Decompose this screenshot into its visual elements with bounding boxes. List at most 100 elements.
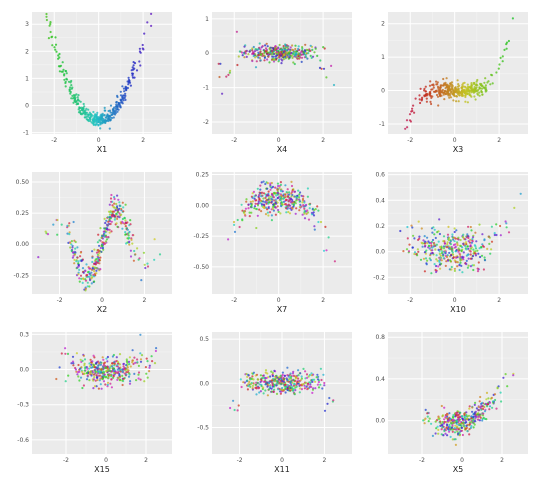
data-point bbox=[421, 96, 424, 99]
data-point bbox=[148, 370, 151, 373]
data-point bbox=[477, 88, 480, 92]
data-point bbox=[484, 84, 487, 87]
data-point bbox=[272, 390, 275, 393]
data-point bbox=[306, 187, 309, 190]
data-point bbox=[302, 51, 305, 54]
data-point bbox=[124, 98, 127, 101]
data-point bbox=[319, 220, 323, 224]
data-point bbox=[121, 227, 124, 230]
data-point bbox=[261, 376, 264, 380]
plot-background bbox=[388, 12, 528, 134]
y-tick-label: 0.0 bbox=[375, 418, 385, 425]
data-point bbox=[138, 47, 141, 50]
y-tick-label: 0.4 bbox=[375, 376, 385, 383]
scatter-panel-x4: -2 0 2 -2 -1 0 1 X4 bbox=[190, 8, 362, 158]
data-point bbox=[438, 259, 441, 262]
data-point bbox=[440, 433, 443, 436]
data-point bbox=[470, 425, 473, 428]
data-point bbox=[303, 49, 306, 52]
data-point bbox=[97, 374, 100, 377]
data-point bbox=[413, 237, 416, 240]
data-point bbox=[243, 56, 246, 59]
data-point bbox=[470, 82, 473, 85]
data-point bbox=[479, 406, 482, 409]
data-point bbox=[260, 195, 263, 198]
data-point bbox=[490, 225, 493, 228]
data-point bbox=[104, 367, 107, 370]
data-point bbox=[316, 54, 319, 58]
data-point bbox=[288, 376, 291, 379]
data-point bbox=[116, 110, 119, 113]
data-point bbox=[267, 388, 270, 391]
data-point bbox=[280, 203, 283, 206]
data-point bbox=[436, 425, 439, 428]
data-point bbox=[465, 424, 468, 427]
data-point bbox=[413, 252, 416, 256]
data-point bbox=[458, 268, 461, 272]
data-point bbox=[479, 414, 482, 417]
y-tick-label: 0 bbox=[25, 103, 29, 110]
data-point bbox=[47, 37, 51, 40]
data-point bbox=[290, 192, 293, 195]
data-point bbox=[435, 93, 439, 97]
data-point bbox=[501, 55, 504, 58]
data-point bbox=[289, 207, 292, 210]
data-point bbox=[290, 375, 293, 378]
data-point bbox=[285, 55, 289, 59]
data-point bbox=[127, 369, 130, 372]
data-point bbox=[283, 374, 286, 377]
data-point bbox=[88, 272, 91, 275]
data-point bbox=[408, 119, 412, 122]
data-point bbox=[418, 237, 421, 240]
data-point bbox=[280, 58, 283, 61]
data-point bbox=[117, 376, 120, 379]
data-point bbox=[459, 422, 462, 426]
data-point bbox=[467, 414, 471, 417]
data-point bbox=[80, 277, 83, 280]
data-point bbox=[453, 259, 456, 262]
y-tick-label: 0.25 bbox=[196, 171, 210, 178]
data-point bbox=[495, 233, 498, 237]
data-point bbox=[133, 62, 137, 65]
data-point bbox=[263, 54, 266, 57]
data-point bbox=[406, 225, 409, 229]
data-point bbox=[325, 76, 328, 79]
data-point bbox=[481, 93, 484, 96]
data-point bbox=[474, 420, 477, 423]
data-point bbox=[474, 410, 477, 413]
data-point bbox=[139, 378, 142, 381]
data-point bbox=[141, 43, 144, 47]
data-point bbox=[421, 242, 424, 245]
y-tick-label: 1 bbox=[381, 54, 385, 61]
data-point bbox=[459, 411, 462, 414]
data-point bbox=[158, 253, 162, 256]
data-point bbox=[85, 366, 88, 369]
data-point bbox=[72, 220, 75, 224]
data-point bbox=[94, 113, 97, 116]
data-point bbox=[88, 362, 91, 365]
data-point bbox=[467, 264, 470, 267]
x-tick-label: 0 bbox=[97, 137, 101, 144]
data-point bbox=[472, 248, 475, 251]
data-point bbox=[264, 369, 268, 372]
data-point bbox=[324, 225, 327, 228]
data-point bbox=[317, 209, 320, 212]
data-point bbox=[500, 400, 503, 403]
data-point bbox=[136, 361, 139, 364]
data-point bbox=[425, 97, 428, 100]
data-point bbox=[281, 373, 284, 376]
data-point bbox=[314, 387, 317, 390]
data-point bbox=[311, 388, 315, 391]
data-point bbox=[266, 58, 269, 61]
data-point bbox=[453, 431, 457, 434]
data-point bbox=[93, 270, 96, 273]
data-point bbox=[452, 94, 456, 97]
data-point bbox=[134, 253, 137, 256]
data-point bbox=[266, 182, 269, 185]
data-point bbox=[426, 236, 429, 239]
data-point bbox=[285, 191, 288, 194]
data-point bbox=[221, 92, 224, 95]
data-point bbox=[292, 61, 295, 64]
data-point bbox=[264, 380, 267, 383]
